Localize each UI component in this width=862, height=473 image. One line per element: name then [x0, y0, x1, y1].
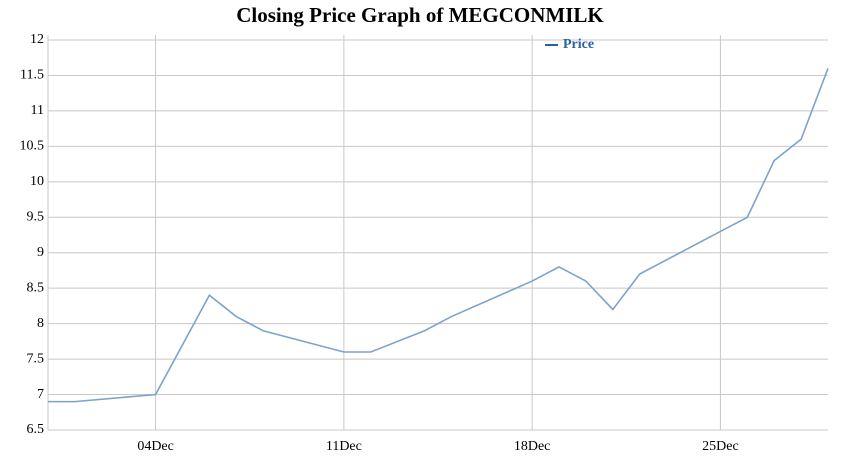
y-tick-label: 7 — [37, 387, 44, 402]
y-tick-label: 8.5 — [27, 280, 45, 295]
x-tick-label: 18Dec — [514, 439, 551, 454]
y-tick-label: 11.5 — [20, 68, 44, 83]
price-line — [48, 68, 829, 403]
chart-title: Closing Price Graph of MEGCONMILK — [236, 3, 604, 27]
y-tick-label: 9 — [37, 245, 44, 260]
y-tick-label: 10 — [30, 174, 44, 189]
y-tick-label: 12 — [30, 32, 44, 47]
y-tick-label: 9.5 — [27, 209, 45, 224]
legend-label: Price — [563, 37, 594, 52]
y-tick-label: 7.5 — [27, 351, 45, 366]
x-tick-label: 25Dec — [702, 439, 739, 454]
x-tick-label: 04Dec — [137, 439, 174, 454]
y-tick-label: 6.5 — [27, 422, 45, 437]
y-tick-label: 11 — [31, 103, 44, 118]
x-tick-label: 11Dec — [326, 439, 362, 454]
y-tick-label: 10.5 — [20, 139, 45, 154]
y-tick-label: 8 — [37, 316, 44, 331]
